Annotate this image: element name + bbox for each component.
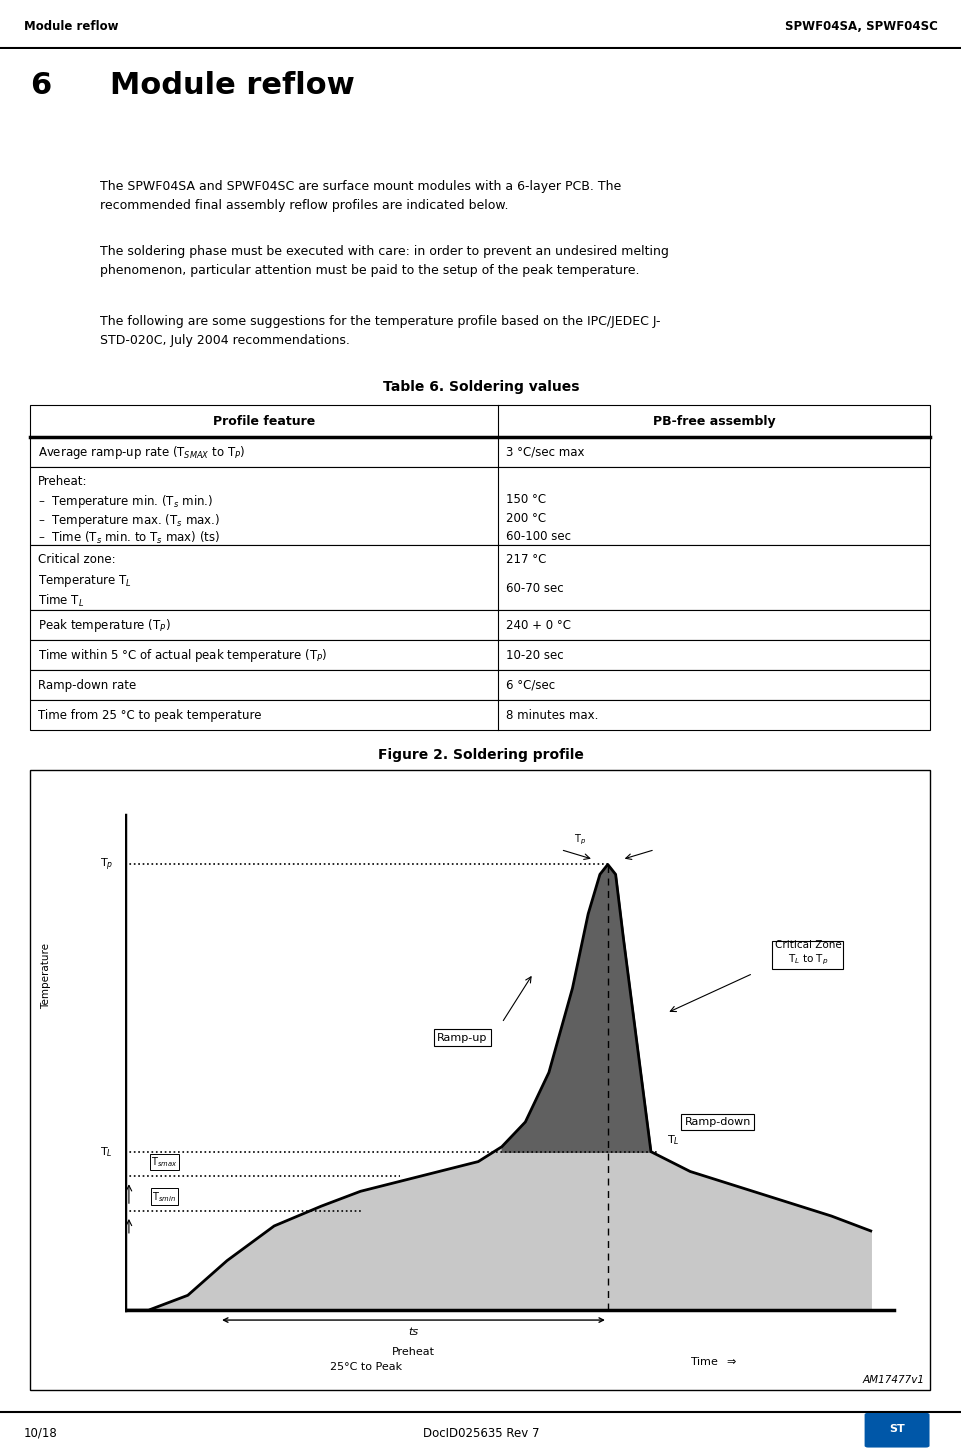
Text: Time from 25 °C to peak temperature: Time from 25 °C to peak temperature	[38, 709, 261, 722]
Text: 25°C to Peak: 25°C to Peak	[330, 1362, 402, 1372]
Text: 217 °C: 217 °C	[505, 554, 546, 567]
Text: T$_{smax}$: T$_{smax}$	[151, 1155, 178, 1169]
Text: Time T$_L$: Time T$_L$	[38, 593, 85, 609]
Text: AM17477v1: AM17477v1	[862, 1375, 924, 1385]
Text: 60-70 sec: 60-70 sec	[505, 581, 563, 594]
Text: Critical zone:: Critical zone:	[38, 554, 115, 567]
Bar	[30, 438, 929, 468]
Text: PB-free assembly: PB-free assembly	[652, 414, 775, 427]
Text: 8 minutes max.: 8 minutes max.	[505, 709, 598, 722]
Text: The soldering phase must be executed with care: in order to prevent an undesired: The soldering phase must be executed wit…	[100, 245, 668, 277]
Bar	[30, 771, 929, 1390]
Bar	[30, 671, 929, 700]
Text: Peak temperature (T$_P$): Peak temperature (T$_P$)	[38, 617, 170, 633]
Bar	[30, 545, 929, 610]
Text: 200 °C: 200 °C	[505, 511, 546, 525]
Text: Profile feature: Profile feature	[212, 414, 315, 427]
Text: Table 6. Soldering values: Table 6. Soldering values	[382, 381, 579, 394]
Text: T$_L$: T$_L$	[666, 1133, 678, 1146]
Text: ts: ts	[408, 1327, 418, 1337]
FancyBboxPatch shape	[864, 1413, 928, 1448]
Text: 10/18: 10/18	[24, 1427, 58, 1440]
Bar	[30, 406, 929, 438]
Text: Figure 2. Soldering profile: Figure 2. Soldering profile	[378, 748, 583, 762]
Text: T$_{smin}$: T$_{smin}$	[152, 1190, 176, 1204]
Text: 6 °C/sec: 6 °C/sec	[505, 678, 554, 691]
Text: Module reflow: Module reflow	[110, 71, 355, 100]
Text: 60-100 sec: 60-100 sec	[505, 530, 571, 543]
Text: –  Temperature max. (T$_s$ max.): – Temperature max. (T$_s$ max.)	[38, 511, 220, 529]
Text: T$_p$: T$_p$	[574, 833, 585, 848]
Text: Average ramp-up rate (T$_{SMAX}$ to T$_P$): Average ramp-up rate (T$_{SMAX}$ to T$_P…	[38, 443, 245, 461]
Text: –  Temperature min. (T$_s$ min.): – Temperature min. (T$_s$ min.)	[38, 494, 213, 510]
Bar	[30, 700, 929, 730]
Text: Time  $\Rightarrow$: Time $\Rightarrow$	[689, 1355, 737, 1366]
Text: Preheat:: Preheat:	[38, 475, 87, 488]
Text: SPWF04SA, SPWF04SC: SPWF04SA, SPWF04SC	[784, 20, 937, 33]
Text: The following are some suggestions for the temperature profile based on the IPC/: The following are some suggestions for t…	[100, 316, 660, 348]
Text: ST: ST	[888, 1424, 904, 1435]
Text: Ramp-down rate: Ramp-down rate	[38, 678, 136, 691]
Text: –  Time (T$_s$ min. to T$_s$ max) (ts): – Time (T$_s$ min. to T$_s$ max) (ts)	[38, 530, 220, 546]
Text: Time within 5 °C of actual peak temperature (T$_P$): Time within 5 °C of actual peak temperat…	[38, 646, 327, 664]
Text: T$_p$: T$_p$	[100, 856, 113, 872]
Text: DocID025635 Rev 7: DocID025635 Rev 7	[422, 1427, 539, 1440]
Text: 150 °C: 150 °C	[505, 494, 546, 507]
Text: Temperature T$_L$: Temperature T$_L$	[38, 572, 132, 588]
Text: T$_L$: T$_L$	[100, 1145, 113, 1159]
Text: 6: 6	[30, 71, 51, 100]
Bar	[30, 610, 929, 640]
Text: The SPWF04SA and SPWF04SC are surface mount modules with a 6-layer PCB. The
reco: The SPWF04SA and SPWF04SC are surface mo…	[100, 181, 621, 213]
Text: Ramp-up: Ramp-up	[437, 1033, 487, 1043]
Text: Critical Zone
T$_L$ to T$_p$: Critical Zone T$_L$ to T$_p$	[774, 940, 841, 966]
Text: Temperature: Temperature	[41, 943, 52, 1009]
Text: Ramp-down: Ramp-down	[684, 1117, 751, 1127]
Text: Module reflow: Module reflow	[24, 20, 118, 33]
Bar	[30, 640, 929, 671]
Text: 240 + 0 °C: 240 + 0 °C	[505, 619, 571, 632]
Text: 3 °C/sec max: 3 °C/sec max	[505, 446, 584, 459]
Text: Preheat: Preheat	[391, 1348, 434, 1358]
Text: 10-20 sec: 10-20 sec	[505, 649, 563, 662]
Bar	[30, 468, 929, 545]
